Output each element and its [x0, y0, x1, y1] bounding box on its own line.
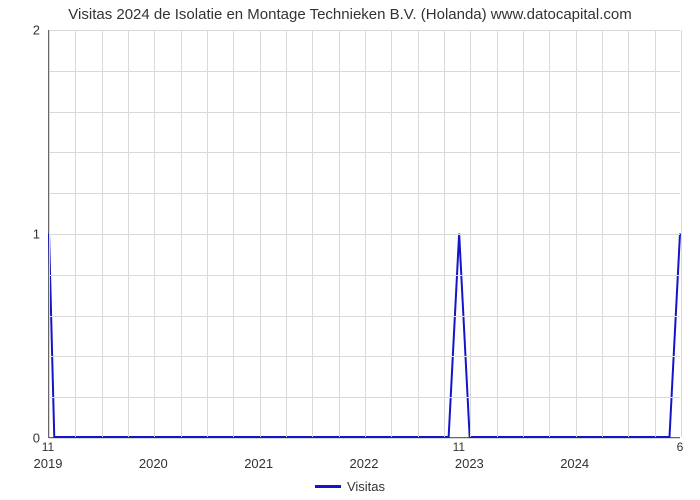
gridline-horizontal [49, 356, 680, 357]
data-point-label: 11 [453, 440, 465, 454]
gridline-horizontal [49, 234, 680, 235]
gridline-horizontal [49, 397, 680, 398]
gridline-vertical [681, 30, 682, 437]
legend-swatch [315, 485, 341, 488]
plot-area [48, 30, 680, 438]
x-tick-label: 2023 [455, 456, 484, 471]
gridline-horizontal [49, 316, 680, 317]
x-tick-label: 2020 [139, 456, 168, 471]
gridline-horizontal [49, 71, 680, 72]
gridline-horizontal [49, 275, 680, 276]
data-point-label: 6 [677, 440, 684, 454]
x-tick-label: 2019 [34, 456, 63, 471]
y-tick-label: 2 [10, 23, 40, 38]
x-tick-label: 2021 [244, 456, 273, 471]
gridline-horizontal [49, 438, 680, 439]
legend-label: Visitas [347, 479, 385, 494]
data-point-label: 11 [42, 440, 54, 454]
gridline-horizontal [49, 112, 680, 113]
legend: Visitas [0, 478, 700, 494]
gridline-horizontal [49, 152, 680, 153]
gridline-horizontal [49, 30, 680, 31]
x-tick-label: 2024 [560, 456, 589, 471]
x-tick-label: 2022 [350, 456, 379, 471]
y-tick-label: 1 [10, 227, 40, 242]
chart-title: Visitas 2024 de Isolatie en Montage Tech… [0, 6, 700, 23]
gridline-horizontal [49, 193, 680, 194]
y-tick-label: 0 [10, 431, 40, 446]
